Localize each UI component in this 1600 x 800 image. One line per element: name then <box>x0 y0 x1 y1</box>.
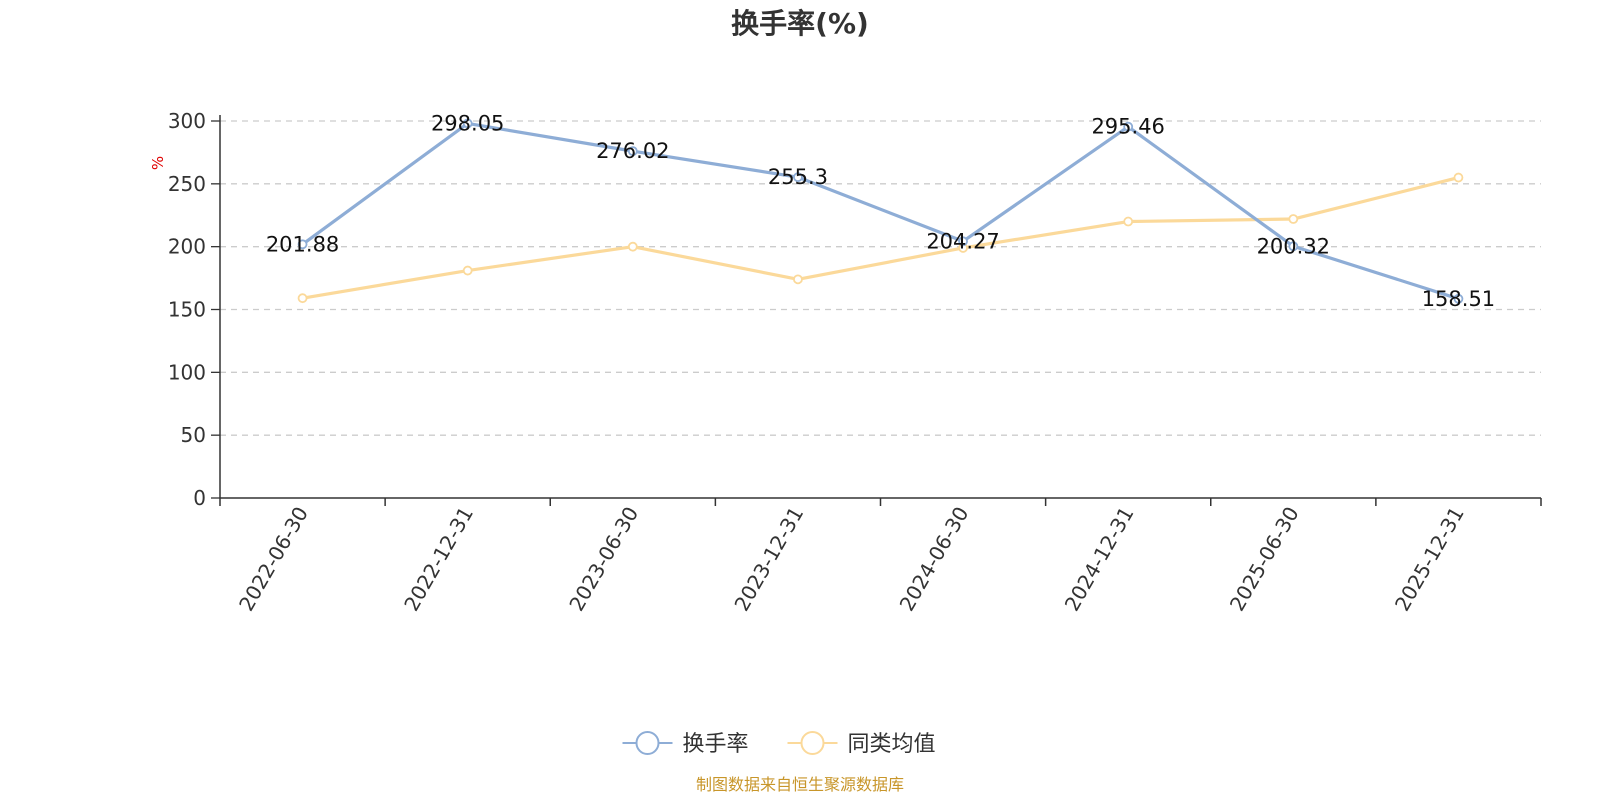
data-label: 200.32 <box>1257 234 1330 258</box>
x-tick-label: 2024-06-30 <box>894 503 973 616</box>
grid-lines <box>220 120 1541 436</box>
data-point[interactable] <box>462 118 473 129</box>
data-point[interactable] <box>1288 214 1299 224</box>
data-label: 255.3 <box>768 165 828 189</box>
x-tick-label: 2023-06-30 <box>564 503 643 616</box>
legend-label: 同类均值 <box>848 732 936 757</box>
data-point[interactable] <box>958 236 968 247</box>
data-point[interactable] <box>1123 121 1134 132</box>
legend-circle-icon <box>800 731 825 755</box>
data-point[interactable] <box>1453 293 1464 304</box>
data-labels: 201.88 298.05 276.02 255.3 204.27 295.46 200.3… <box>266 111 1495 310</box>
y-tick-label: 200 <box>168 235 206 259</box>
y-tick-label: 50 <box>181 423 206 447</box>
series-line-0 <box>300 121 1461 301</box>
legend-item-1[interactable]: 同类均值 <box>787 731 936 757</box>
data-point[interactable] <box>1288 241 1299 252</box>
axes: 0 50 100 150 200 250 300 2022-06-30 2022-12-31 20… <box>168 109 1542 616</box>
data-label: 204.27 <box>926 229 999 253</box>
data-label: 201.88 <box>266 232 339 256</box>
chart-title: 换手率(%) <box>731 7 869 40</box>
data-point[interactable] <box>627 146 638 157</box>
series-lines <box>297 118 1464 304</box>
data-point[interactable] <box>297 293 308 304</box>
x-tick-label: 2025-06-30 <box>1225 503 1304 616</box>
data-point[interactable] <box>793 274 803 285</box>
data-point[interactable] <box>1453 172 1464 183</box>
y-tick-label: 250 <box>168 172 206 196</box>
y-tick-label: 100 <box>168 360 206 384</box>
y-tick-label: 300 <box>168 109 206 133</box>
data-point[interactable] <box>462 265 473 276</box>
data-label: 298.05 <box>431 111 504 135</box>
y-axis-unit: % <box>149 156 167 170</box>
x-tick-label: 2022-06-30 <box>234 503 313 616</box>
data-label: 276.02 <box>596 139 669 163</box>
data-point[interactable] <box>1123 216 1134 227</box>
series-line-1 <box>300 175 1461 300</box>
data-point[interactable] <box>793 172 803 183</box>
legend-label: 换手率 <box>683 732 749 757</box>
legend-item-0[interactable]: 换手率 <box>622 731 749 757</box>
source-note: 制图数据来自恒生聚源数据库 <box>696 775 904 794</box>
x-tick-label: 2022-12-31 <box>399 503 478 616</box>
x-tick-label: 2025-12-31 <box>1390 503 1469 616</box>
x-tick-label: 2024-12-31 <box>1060 503 1139 616</box>
legend-circle-icon <box>635 731 660 755</box>
y-tick-label: 0 <box>193 486 206 510</box>
legend[interactable]: 换手率 同类均值 <box>622 731 936 757</box>
data-label: 158.51 <box>1422 287 1495 311</box>
data-point[interactable] <box>297 239 308 250</box>
data-point[interactable] <box>627 241 638 252</box>
x-tick-label: 2023-12-31 <box>729 503 808 616</box>
data-label: 295.46 <box>1091 115 1164 139</box>
y-tick-label: 150 <box>168 298 206 322</box>
